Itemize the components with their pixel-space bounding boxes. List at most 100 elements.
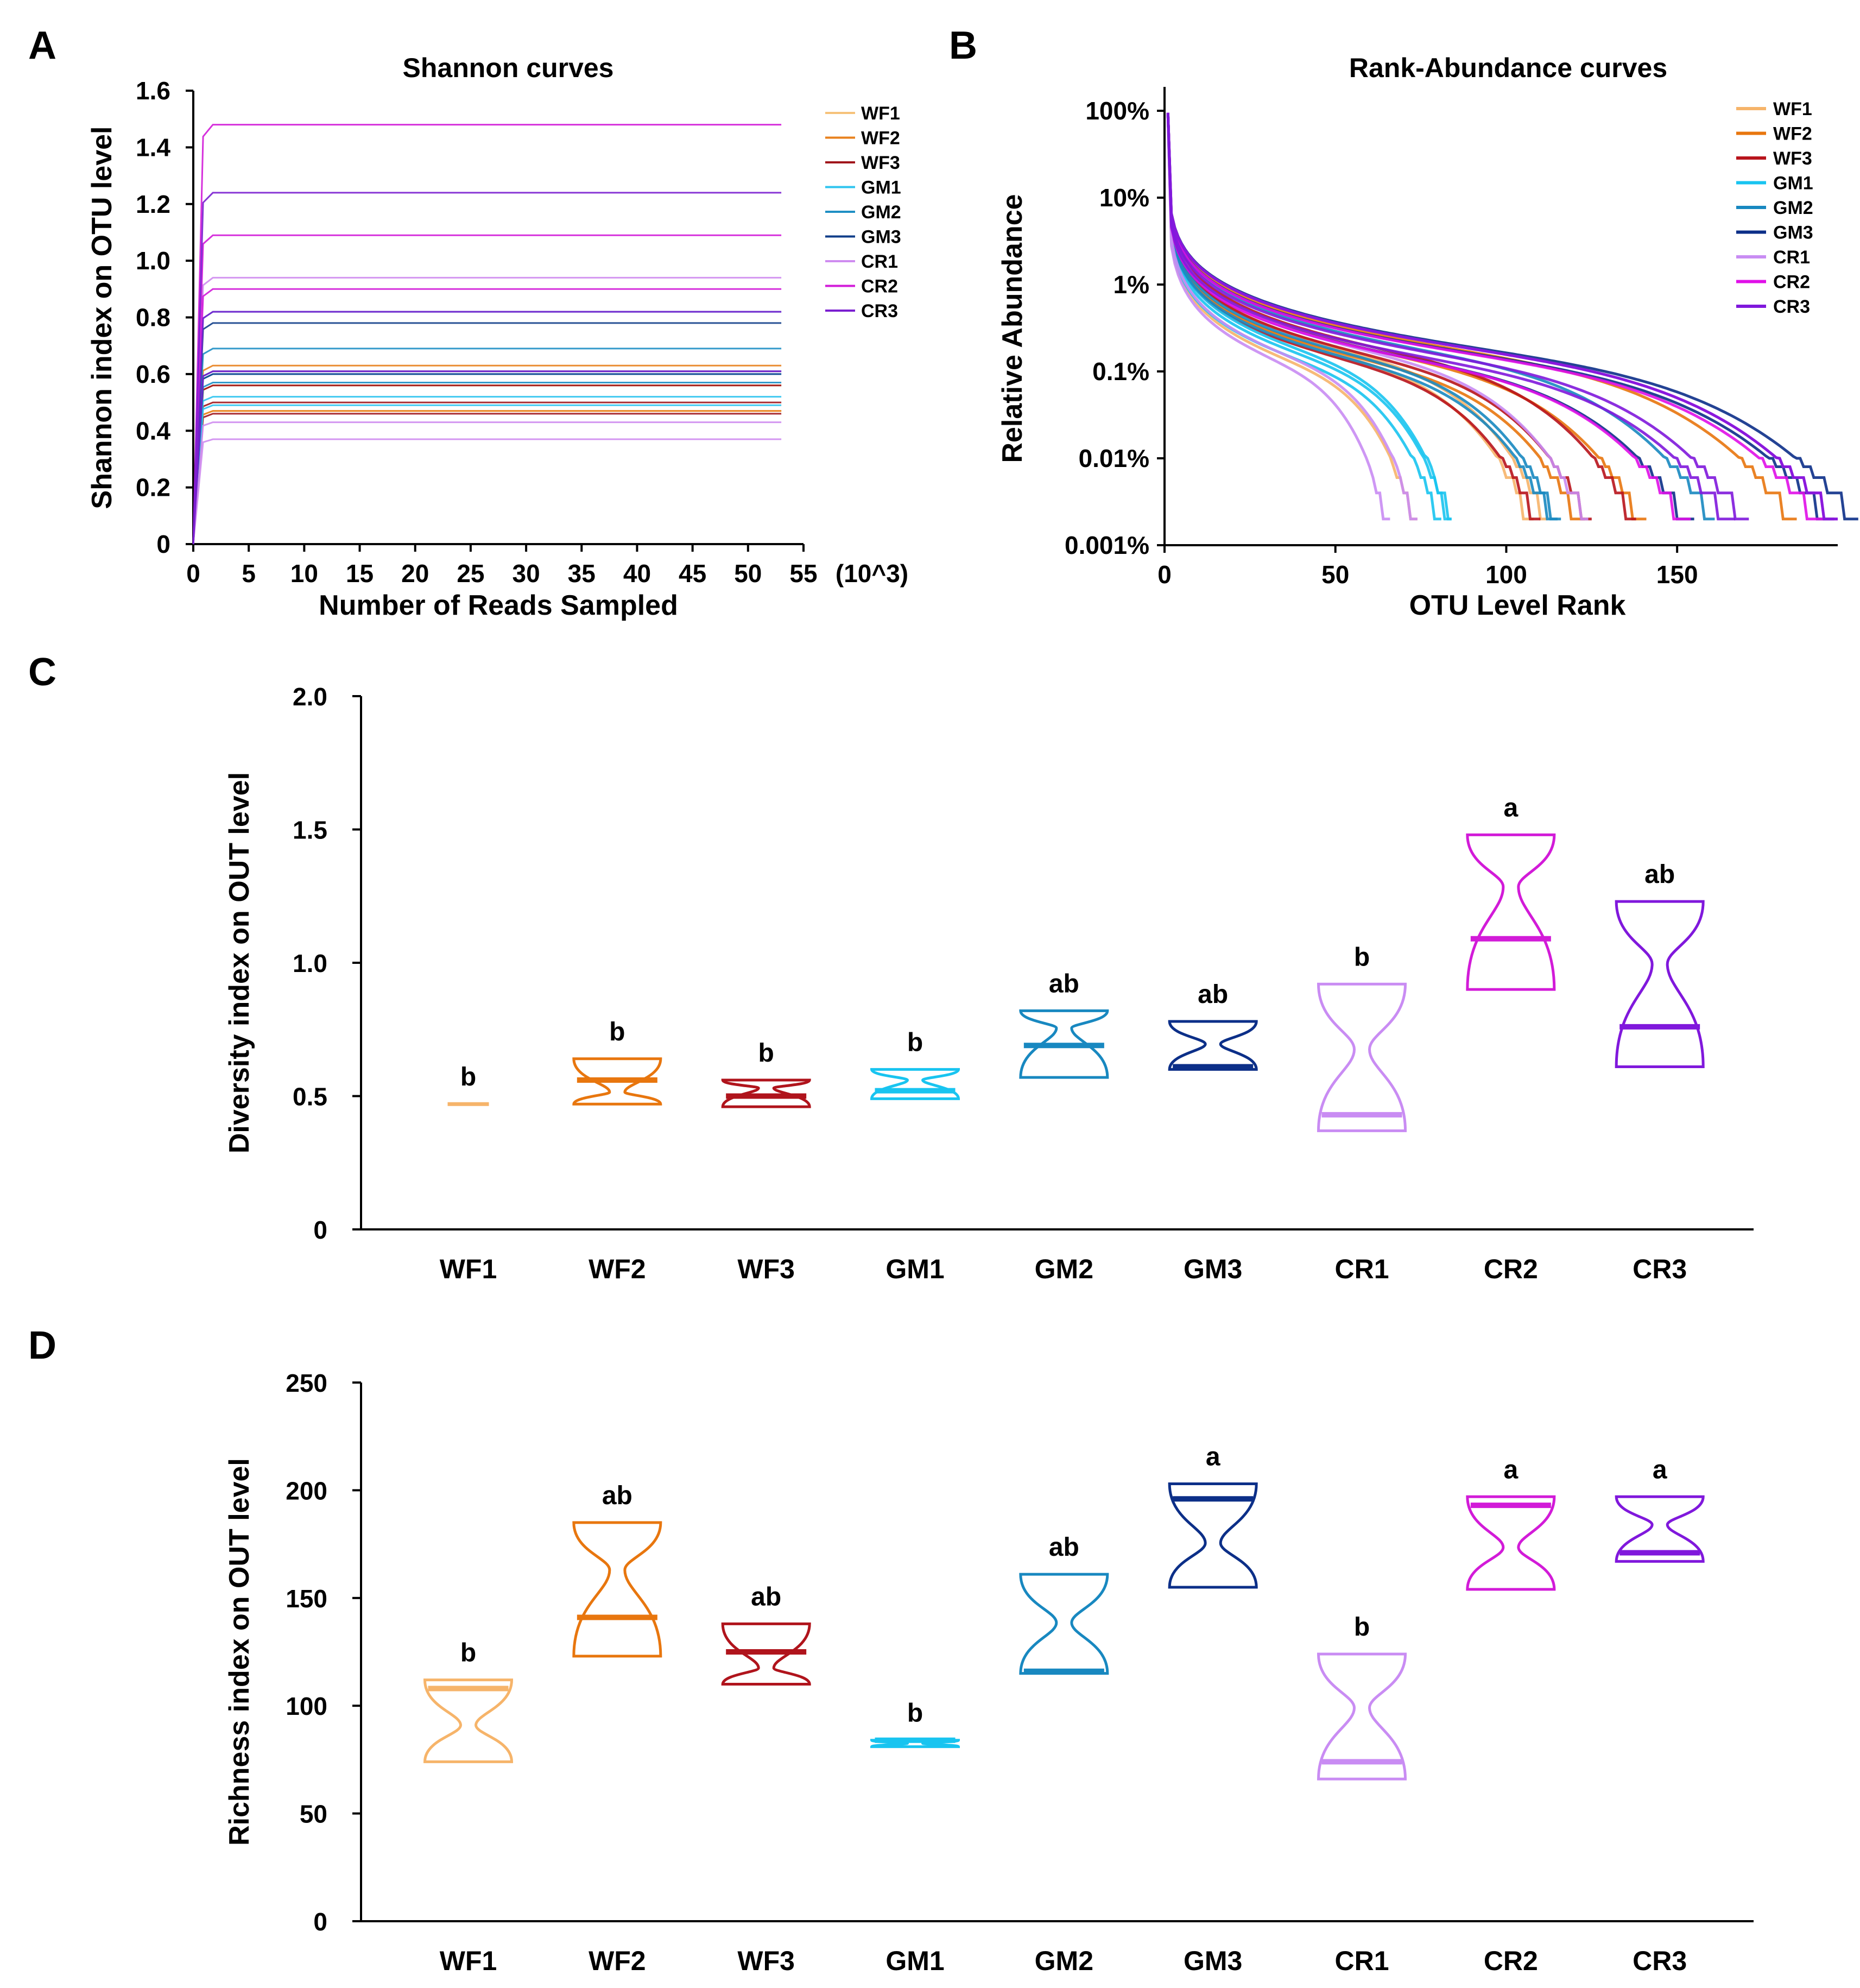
violin-gm3: ab: [1168, 980, 1258, 1071]
legend-label-cr3: CR3: [1773, 296, 1810, 317]
violin-gm1: b: [870, 1699, 960, 1749]
category-label-gm3: GM3: [1184, 1254, 1242, 1284]
significance-label: ab: [1049, 1533, 1079, 1562]
violin-shape: [423, 1678, 514, 1763]
panel-b-y-tick-label: 0.01%: [1079, 444, 1149, 472]
panel-a-y-tick-label: 1.6: [136, 77, 170, 105]
violin-wf3: b: [721, 1039, 811, 1108]
legend-label-gm2: GM2: [1773, 198, 1813, 218]
category-label-gm1: GM1: [885, 1254, 944, 1284]
panel-b-legend: WF1 WF2 WF3 GM1 GM2 GM3 CR1 CR2 CR3: [1736, 99, 1813, 317]
y-tick-label: 1.0: [293, 949, 327, 977]
panel-b-y-tick-label: 10%: [1099, 184, 1149, 212]
violin-wf1: b: [447, 1063, 489, 1106]
violin-shape: [1317, 1652, 1407, 1781]
shannon-curve-cr1: [192, 276, 782, 545]
violin-shape: [572, 1521, 662, 1658]
significance-label: ab: [602, 1481, 632, 1510]
category-label-cr2: CR2: [1484, 1946, 1538, 1976]
shannon-curve-wf3: [192, 401, 782, 545]
rank-curve-cr2: [1166, 112, 1824, 521]
panel-letter-a: A: [28, 24, 56, 67]
legend-label-gm2: GM2: [861, 202, 901, 223]
significance-label: b: [907, 1699, 923, 1728]
violin-cr3: a: [1615, 1455, 1705, 1563]
significance-label: b: [758, 1039, 774, 1068]
violin-shape: [1019, 1009, 1109, 1079]
panel-b-y-tick-label: 1%: [1114, 270, 1149, 299]
panel-a-y-tick-label: 0: [156, 530, 170, 558]
significance-label: a: [1503, 1455, 1518, 1484]
significance-label: ab: [1644, 860, 1675, 889]
shannon-curve-wf3: [192, 384, 782, 545]
panel-a-legend: WF1 WF2 WF3 GM1 GM2 GM3 CR1 CR2 CR3: [825, 103, 901, 321]
panel-d-y-title: Richness index on OUT level: [224, 1458, 255, 1846]
shannon-curve-gm2: [192, 382, 782, 545]
shannon-curve-cr3: [192, 370, 782, 545]
violin-cr3: ab: [1615, 860, 1705, 1068]
rank-curve-gm1: [1166, 112, 1452, 521]
panel-a-x-tick-label: 10: [290, 559, 318, 588]
legend-label-gm3: GM3: [1773, 223, 1813, 243]
shannon-curve-cr1: [192, 421, 782, 545]
legend-label-wf2: WF2: [1773, 124, 1812, 144]
shannon-curve-gm2: [192, 348, 782, 545]
significance-label: b: [460, 1063, 476, 1091]
significance-label: b: [1354, 943, 1370, 971]
violin-gm2: ab: [1019, 969, 1109, 1079]
category-label-cr3: CR3: [1633, 1946, 1687, 1976]
panel-b-y-title: Relative Abundance: [997, 194, 1028, 463]
violin-wf2: ab: [572, 1481, 662, 1658]
violin-shape: [1317, 982, 1407, 1132]
violin-shape: [1466, 1495, 1556, 1591]
rank-curve-cr2: [1166, 115, 1691, 521]
rank-curve-cr1: [1166, 112, 1418, 521]
significance-label: b: [1354, 1613, 1370, 1642]
violin-cr2: a: [1466, 793, 1556, 991]
shannon-curve-cr2: [192, 288, 782, 545]
violin-cr1: b: [1317, 1613, 1407, 1781]
panel-a-y-tick-label: 0.6: [136, 360, 170, 388]
violin-gm2: ab: [1019, 1533, 1109, 1675]
shannon-curve-wf2: [192, 410, 782, 545]
legend-label-cr1: CR1: [861, 251, 898, 272]
panel-b-x-tick-label: 0: [1157, 560, 1172, 589]
panel-a-x-tick-label: 25: [457, 559, 484, 588]
panel-a-y-tick-label: 0.8: [136, 304, 170, 332]
panel-a-x-unit: (10^3): [836, 559, 908, 588]
rank-curve-cr3: [1166, 112, 1838, 521]
shannon-curve-gm1: [192, 404, 782, 545]
panel-b-x-tick-label: 150: [1656, 560, 1698, 589]
category-label-wf2: WF2: [589, 1946, 646, 1976]
category-label-gm2: GM2: [1035, 1254, 1093, 1284]
category-label-wf1: WF1: [440, 1946, 497, 1976]
violin-shape: [1168, 1482, 1258, 1589]
shannon-curve-wf2: [192, 364, 782, 545]
significance-label: b: [460, 1639, 476, 1668]
chart-root: A Shannon curves 0 0.2 0.4 0.6 0.8 1.0 1.2 1.4 1.6…: [28, 24, 1858, 1976]
panel-a-title: Shannon curves: [403, 53, 614, 83]
panel-a-y-tick-label: 1.0: [136, 247, 170, 275]
panel-a-x-tick-label: 40: [623, 559, 651, 588]
category-label-wf3: WF3: [737, 1254, 795, 1284]
category-label-cr1: CR1: [1334, 1946, 1389, 1976]
panel-a-x-tick-label: 50: [734, 559, 762, 588]
shannon-curve-cr2: [192, 234, 782, 545]
legend-label-wf1: WF1: [861, 103, 900, 124]
category-label-cr1: CR1: [1334, 1254, 1389, 1284]
y-tick-label: 200: [286, 1476, 327, 1505]
significance-label: a: [1503, 793, 1518, 822]
panel-a-x-tick-label: 0: [186, 559, 200, 588]
significance-label: b: [907, 1028, 923, 1057]
violin-gm1: b: [870, 1028, 960, 1100]
shannon-curve-cr3: [192, 192, 782, 545]
rank-curve-cr3: [1166, 112, 1749, 521]
y-tick-label: 0: [313, 1908, 327, 1936]
panel-c-y-title: Diversity index on OUT level: [224, 772, 255, 1153]
panel-b-x-tick-label: 100: [1485, 560, 1527, 589]
category-label-gm2: GM2: [1035, 1946, 1093, 1976]
y-tick-label: 2.0: [293, 683, 327, 711]
rank-curve-gm2: [1166, 112, 1561, 521]
category-label-cr3: CR3: [1633, 1254, 1687, 1284]
